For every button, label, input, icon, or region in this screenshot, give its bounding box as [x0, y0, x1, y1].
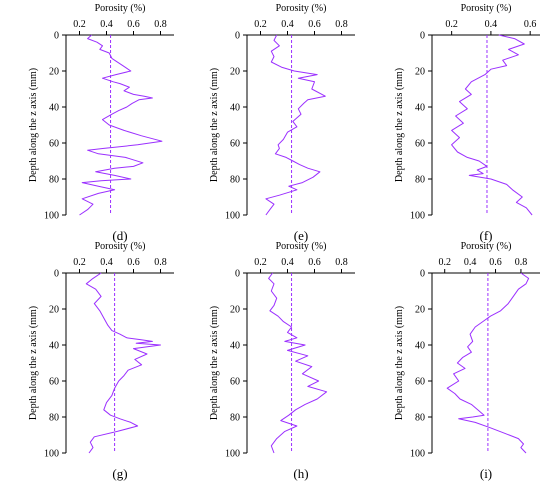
- porosity-profile-line: [446, 272, 530, 454]
- porosity-profile-line: [268, 272, 328, 454]
- panel-label: (h): [293, 466, 308, 481]
- x-tick-label: 0.6: [308, 19, 321, 30]
- y-tick-label: 100: [410, 211, 425, 222]
- y-tick-label: 60: [230, 139, 240, 150]
- y-axis-title: Depth along the z axis (mm): [394, 68, 405, 182]
- x-tick-label: 0.4: [464, 257, 477, 268]
- y-tick-label: 80: [49, 413, 59, 424]
- x-axis-title: Porosity (%): [276, 241, 327, 252]
- y-tick-label: 20: [415, 67, 425, 78]
- x-axis-title: Porosity (%): [95, 3, 146, 14]
- x-axis-title: Porosity (%): [461, 3, 512, 14]
- y-tick-label: 40: [230, 341, 240, 352]
- x-axis-title: Porosity (%): [461, 241, 512, 252]
- porosity-profile-line: [265, 34, 326, 216]
- x-tick-label: 0.8: [515, 257, 528, 268]
- y-axis-title: Depth along the z axis (mm): [209, 68, 220, 182]
- x-tick-label: 0.8: [335, 257, 348, 268]
- y-tick-label: 0: [235, 269, 240, 280]
- panel-label: (g): [112, 466, 127, 481]
- panel-d: Porosity (%) Depth along the z axis (mm) 0…: [28, 3, 174, 243]
- y-tick-label: 40: [415, 341, 425, 352]
- x-tick-label: 0.6: [524, 19, 537, 30]
- x-tick-label: 0.2: [73, 19, 86, 30]
- y-tick-label: 80: [230, 175, 240, 186]
- x-tick-label: 0.4: [281, 19, 294, 30]
- panel-f: Porosity (%) Depth along the z axis (mm) 0…: [394, 3, 540, 243]
- y-tick-label: 100: [44, 449, 59, 460]
- panel-g: Porosity (%) Depth along the z axis (mm) 0…: [28, 241, 174, 481]
- x-tick-label: 0.2: [254, 257, 267, 268]
- panel-label: (d): [112, 228, 127, 243]
- x-tick-label: 0.4: [100, 19, 113, 30]
- x-tick-label: 0.8: [154, 19, 167, 30]
- y-tick-label: 100: [225, 449, 240, 460]
- y-tick-label: 80: [415, 413, 425, 424]
- x-tick-label: 0.2: [445, 19, 458, 30]
- y-tick-label: 20: [49, 67, 59, 78]
- panel-label: (i): [480, 466, 492, 481]
- y-tick-label: 60: [415, 377, 425, 388]
- y-tick-label: 100: [44, 211, 59, 222]
- y-axis-title: Depth along the z axis (mm): [209, 306, 220, 420]
- y-tick-label: 80: [49, 175, 59, 186]
- y-tick-label: 20: [49, 305, 59, 316]
- y-tick-label: 100: [225, 211, 240, 222]
- panel-label: (e): [294, 228, 308, 243]
- y-tick-label: 20: [415, 305, 425, 316]
- panel-i: Porosity (%) Depth along the z axis (mm) 0…: [394, 241, 540, 481]
- x-tick-label: 0.8: [154, 257, 167, 268]
- x-axis-title: Porosity (%): [276, 3, 327, 14]
- y-tick-label: 60: [49, 139, 59, 150]
- panel-label: (f): [480, 228, 493, 243]
- y-tick-label: 80: [415, 175, 425, 186]
- y-tick-label: 60: [230, 377, 240, 388]
- y-tick-label: 80: [230, 413, 240, 424]
- y-tick-label: 0: [235, 31, 240, 42]
- y-axis-title: Depth along the z axis (mm): [28, 68, 39, 182]
- x-tick-label: 0.2: [254, 19, 267, 30]
- x-tick-label: 0.6: [489, 257, 502, 268]
- y-tick-label: 60: [49, 377, 59, 388]
- y-tick-label: 40: [49, 341, 59, 352]
- porosity-profile-line: [85, 272, 161, 454]
- y-tick-label: 0: [54, 269, 59, 280]
- x-axis-title: Porosity (%): [95, 241, 146, 252]
- panel-e: Porosity (%) Depth along the z axis (mm) 0…: [209, 3, 355, 243]
- porosity-profile-line: [79, 34, 163, 216]
- y-tick-label: 20: [230, 67, 240, 78]
- x-tick-label: 0.2: [73, 257, 86, 268]
- y-tick-label: 0: [420, 269, 425, 280]
- x-tick-label: 0.4: [100, 257, 113, 268]
- y-tick-label: 40: [415, 103, 425, 114]
- y-axis-title: Depth along the z axis (mm): [28, 306, 39, 420]
- y-tick-label: 0: [54, 31, 59, 42]
- x-tick-label: 0.4: [281, 257, 294, 268]
- y-tick-label: 40: [230, 103, 240, 114]
- y-tick-label: 40: [49, 103, 59, 114]
- porosity-profile-line: [451, 34, 533, 216]
- x-tick-label: 0.2: [438, 257, 451, 268]
- x-tick-label: 0.8: [335, 19, 348, 30]
- x-tick-label: 0.4: [485, 19, 498, 30]
- x-tick-label: 0.6: [127, 19, 140, 30]
- y-tick-label: 100: [410, 449, 425, 460]
- y-tick-label: 60: [415, 139, 425, 150]
- y-axis-title: Depth along the z axis (mm): [394, 306, 405, 420]
- y-tick-label: 0: [420, 31, 425, 42]
- panel-h: Porosity (%) Depth along the z axis (mm) 0…: [209, 241, 355, 481]
- y-tick-label: 20: [230, 305, 240, 316]
- x-tick-label: 0.6: [308, 257, 321, 268]
- x-tick-label: 0.6: [127, 257, 140, 268]
